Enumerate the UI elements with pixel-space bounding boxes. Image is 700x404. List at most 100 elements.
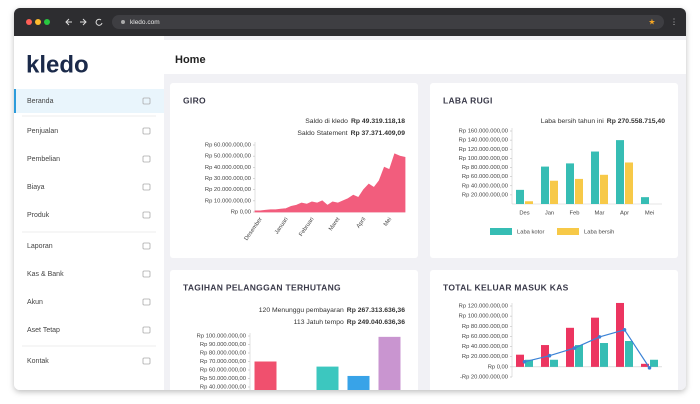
y-tick-label: Rp 90.000.000,00 — [200, 342, 246, 348]
bar — [525, 359, 533, 367]
bar — [347, 375, 370, 390]
bar — [541, 166, 549, 204]
y-tick-label: Rp 40.000.000,00 — [205, 165, 251, 171]
cards: GIRO Saldo di kledo Rp 49.319.118,18 Saldo … — [170, 83, 678, 390]
y-tick-label: Rp 40.000.000,00 — [462, 183, 508, 189]
bar — [575, 345, 583, 367]
url-bar[interactable] — [112, 15, 664, 29]
bar — [625, 340, 633, 367]
summary-label: Saldo di kledo — [305, 118, 348, 125]
y-tick-label: Rp 140.000.000,00 — [459, 138, 508, 144]
nav-item[interactable]: Produk — [27, 212, 50, 219]
card-title: TOTAL KELUAR MASUK KAS — [443, 282, 569, 292]
nav-icon — [142, 357, 151, 365]
window-content: kledo.com ★ ⋮ kledo Beranda Penjualan Pemb… — [14, 8, 686, 390]
bar — [616, 140, 624, 204]
reload-button[interactable] — [95, 18, 103, 26]
summary-line: Saldo Statement Rp 37.371.409,09 — [297, 130, 405, 137]
x-tick-label: April — [356, 217, 368, 230]
card — [170, 83, 418, 258]
min-dot[interactable] — [35, 19, 41, 25]
line — [524, 329, 651, 369]
summary-value: Rp 267.313.636,36 — [347, 307, 405, 314]
bookmark-star[interactable]: ★ — [648, 18, 655, 27]
y-tick-label: Rp 70.000.000,00 — [200, 359, 246, 365]
y-tick-label: Rp 50.000.000,00 — [205, 154, 251, 160]
nav-item[interactable]: Biaya — [27, 184, 45, 191]
card — [170, 270, 418, 390]
line-point — [597, 335, 602, 339]
line-point — [572, 346, 577, 350]
card — [430, 83, 678, 258]
summary-value: Rp 270.558.715,40 — [607, 118, 665, 125]
x-tick-label: Mar — [595, 211, 605, 217]
y-tick-label: Rp 50.000.000,00 — [200, 376, 246, 382]
summary-value: Rp 49.319.118,18 — [351, 118, 405, 125]
y-tick-label: Rp 100.000.000,00 — [459, 314, 508, 320]
nav-item[interactable]: Aset Tetap — [27, 327, 60, 334]
nav-active-bar — [14, 89, 16, 113]
area — [254, 153, 406, 213]
y-tick-label: Rp 120.000.000,00 — [459, 147, 508, 153]
y-tick-label: Rp 80.000.000,00 — [200, 351, 246, 357]
bar — [516, 189, 524, 204]
close-dot[interactable] — [26, 19, 32, 25]
nav-active-bg — [14, 89, 164, 113]
y-tick-label: Rp 10.000.000,00 — [205, 198, 251, 204]
back-button[interactable] — [65, 18, 72, 26]
bar — [575, 178, 583, 204]
summary-value: Rp 249.040.636,36 — [347, 319, 405, 326]
bar — [541, 345, 549, 367]
logo[interactable]: kledo — [26, 51, 89, 78]
x-tick-label: Feb — [570, 211, 580, 217]
nav-item[interactable]: Kas & Bank — [27, 271, 64, 278]
bar — [650, 359, 658, 367]
summary-label: 120 Menunggu pembayaran — [259, 307, 344, 314]
summary-label: Laba bersih tahun ini — [541, 118, 605, 125]
menu-button[interactable]: ⋮ — [670, 18, 678, 27]
line-point — [522, 359, 527, 364]
y-tick-label: -Rp 20.000.000,00 — [460, 375, 508, 381]
card-title: GIRO — [183, 95, 206, 105]
summary-value: Rp 37.371.409,09 — [351, 130, 406, 137]
nav-item[interactable]: Penjualan — [27, 128, 58, 135]
bar — [566, 327, 574, 367]
bar — [566, 163, 574, 204]
y-tick-label: Rp 20.000.000,00 — [462, 354, 508, 360]
summary-label: Saldo Statement — [297, 130, 347, 137]
y-tick-label: Rp 60.000.000,00 — [205, 143, 251, 149]
y-tick-label: Rp 60.000.000,00 — [200, 368, 246, 374]
legend-label: Laba bersih — [584, 230, 614, 236]
y-tick-label: Rp 80.000.000,00 — [462, 165, 508, 171]
summary-line: 113 Jatuh tempo Rp 249.040.636,36 — [294, 319, 406, 326]
bar — [525, 201, 533, 204]
nav-icon — [142, 97, 151, 105]
page-title: Home — [175, 54, 206, 66]
bar — [616, 302, 624, 367]
max-dot[interactable] — [44, 19, 50, 25]
nav-item[interactable]: Beranda — [27, 98, 54, 105]
nav-item[interactable]: Pembelian — [27, 156, 60, 163]
y-tick-label: Rp 20.000.000,00 — [205, 187, 251, 193]
header — [164, 40, 686, 74]
y-tick-label: Rp 100.000.000,00 — [459, 156, 508, 162]
summary-line: Laba bersih tahun ini Rp 270.558.715,40 — [541, 118, 666, 125]
nav-icon — [142, 298, 151, 306]
x-tick-label: Apr — [620, 211, 629, 217]
bar — [641, 197, 649, 204]
line-point — [647, 366, 652, 370]
lock-icon — [121, 20, 125, 24]
bar — [591, 317, 599, 367]
legend-swatch — [490, 228, 512, 235]
y-tick-label: Rp 0,00 — [488, 364, 508, 370]
y-tick-label: Rp 160.000.000,00 — [459, 129, 508, 135]
nav-item[interactable]: Laporan — [27, 243, 53, 250]
x-tick-label: Des — [519, 211, 529, 217]
bar — [550, 359, 558, 367]
y-tick-label: Rp 100.000.000,00 — [197, 334, 246, 340]
forward-button[interactable] — [80, 18, 87, 26]
nav-item[interactable]: Akun — [27, 299, 43, 306]
nav-item[interactable]: Kontak — [27, 358, 49, 365]
